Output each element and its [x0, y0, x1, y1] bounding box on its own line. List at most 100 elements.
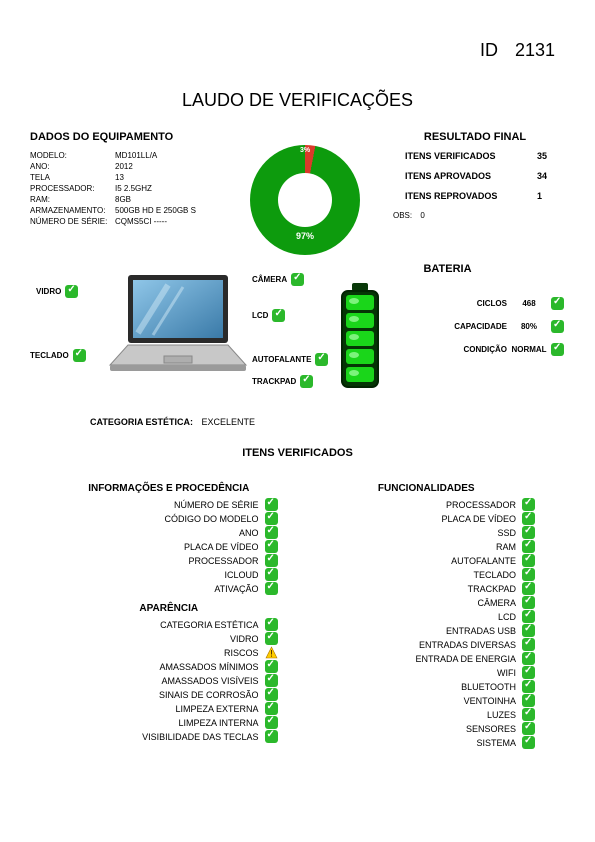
equip-val: CQMS5CI ----- [115, 217, 225, 226]
check-icon [265, 660, 278, 673]
check-icon [522, 638, 535, 651]
batt-val: 80% [507, 322, 551, 331]
check-icon [522, 722, 535, 735]
list-item: LIMPEZA INTERNA [60, 716, 278, 729]
list-item: LCD [318, 610, 536, 623]
label-trackpad: TRACKPAD [252, 375, 313, 388]
check-icon [522, 596, 535, 609]
equip-val: MD101LL/A [115, 151, 225, 160]
equipment-heading: DADOS DO EQUIPAMENTO [30, 131, 225, 143]
list-item: ENTRADAS USB [318, 624, 536, 637]
id-value: 2131 [515, 40, 555, 60]
check-icon [265, 512, 278, 525]
item-label: SINAIS DE CORROSÃO [159, 690, 259, 700]
result-block: RESULTADO FINAL ITENS VERIFICADOS35ITENS… [385, 131, 565, 255]
equip-key: ARMAZENAMENTO: [30, 206, 115, 215]
check-icon [265, 618, 278, 631]
item-label: SISTEMA [476, 738, 516, 748]
item-label: LIMPEZA EXTERNA [175, 704, 258, 714]
battery-row: CICLOS468 [400, 297, 565, 310]
check-icon [522, 736, 535, 749]
equip-key: RAM: [30, 195, 115, 204]
item-label: LIMPEZA INTERNA [178, 718, 258, 728]
label-lcd: LCD [252, 309, 285, 322]
list-item: PLACA DE VÍDEO [318, 512, 536, 525]
list-item: ENTRADAS DIVERSAS [318, 638, 536, 651]
check-icon [265, 716, 278, 729]
item-label: ENTRADAS USB [446, 626, 516, 636]
document-id: ID 2131 [480, 40, 555, 61]
cat-est-label: CATEGORIA ESTÉTICA: [90, 417, 193, 427]
col-left: INFORMAÇÕES E PROCEDÊNCIA NÚMERO DE SÉRI… [60, 475, 278, 750]
battery-row: CONDIÇÃONORMAL [400, 343, 565, 356]
equip-val: 13 [115, 173, 225, 182]
item-label: AMASSADOS VISÍVEIS [161, 676, 258, 686]
list-item: WIFI [318, 666, 536, 679]
list-item: SINAIS DE CORROSÃO [60, 688, 278, 701]
equip-row: TELA13 [30, 173, 225, 182]
list-item: TECLADO [318, 568, 536, 581]
item-label: RAM [496, 542, 516, 552]
donut-hole [278, 173, 332, 227]
list-item: VIDRO [60, 632, 278, 645]
item-label: PLACA DE VÍDEO [441, 514, 516, 524]
item-label: AMASSADOS MÍNIMOS [159, 662, 258, 672]
obs-label: OBS: [393, 211, 412, 220]
check-icon [265, 540, 278, 553]
batt-val: NORMAL [507, 345, 551, 354]
laptop-icon [108, 273, 248, 383]
item-label: CÂMERA [477, 598, 516, 608]
list-item: PROCESSADOR [318, 498, 536, 511]
item-label: AUTOFALANTE [451, 556, 516, 566]
result-obs: OBS: 0 [385, 211, 565, 220]
equip-key: TELA [30, 173, 115, 182]
list-item: ICLOUD [60, 568, 278, 581]
item-label: LUZES [487, 710, 516, 720]
result-row: ITENS VERIFICADOS35 [385, 151, 565, 161]
group-head-info: INFORMAÇÕES E PROCEDÊNCIA [60, 483, 278, 494]
list-item: LUZES [318, 708, 536, 721]
check-icon [522, 680, 535, 693]
list-item: ATIVAÇÃO [60, 582, 278, 595]
item-label: ENTRADAS DIVERSAS [419, 640, 516, 650]
result-key: ITENS VERIFICADOS [405, 151, 496, 161]
item-label: ATIVAÇÃO [214, 584, 258, 594]
battery-stats: CICLOS468 CAPACIDADE80% CONDIÇÃONORMAL [400, 281, 565, 393]
list-item: RAM [318, 540, 536, 553]
check-icon [551, 320, 564, 333]
group-head-aparencia: APARÊNCIA [60, 603, 278, 614]
donut-chart: 3% 97% [250, 145, 360, 255]
check-icon [265, 730, 278, 743]
item-label: BLUETOOTH [461, 682, 516, 692]
equip-key: NÚMERO DE SÉRIE: [30, 217, 115, 226]
battery-row: CAPACIDADE80% [400, 320, 565, 333]
item-label: PROCESSADOR [188, 556, 258, 566]
list-item: AMASSADOS MÍNIMOS [60, 660, 278, 673]
check-icon [522, 512, 535, 525]
donut-rejected-pct: 3% [300, 147, 310, 154]
label-vidro: VIDRO [36, 285, 78, 298]
columns: INFORMAÇÕES E PROCEDÊNCIA NÚMERO DE SÉRI… [30, 475, 565, 750]
check-icon [522, 610, 535, 623]
list-item: TRACKPAD [318, 582, 536, 595]
battery-icon [330, 281, 400, 393]
check-icon [522, 624, 535, 637]
batt-key: CONDIÇÃO [463, 345, 507, 354]
check-icon [522, 708, 535, 721]
result-row: ITENS APROVADOS34 [385, 171, 565, 181]
item-label: ENTRADA DE ENERGIA [415, 654, 516, 664]
batt-val: 468 [507, 299, 551, 308]
item-label: CATEGORIA ESTÉTICA [160, 620, 258, 630]
equip-val: I5 2.5GHZ [115, 184, 225, 193]
check-icon [265, 554, 278, 567]
list-item: ANO [60, 526, 278, 539]
check-icon [522, 526, 535, 539]
item-label: ANO [239, 528, 259, 538]
check-icon [300, 375, 313, 388]
item-label: TRACKPAD [468, 584, 516, 594]
equip-val: 2012 [115, 162, 225, 171]
item-label: PLACA DE VÍDEO [184, 542, 259, 552]
equip-key: MODELO: [30, 151, 115, 160]
donut-approved-pct: 97% [296, 231, 314, 241]
batt-key: CICLOS [477, 299, 507, 308]
